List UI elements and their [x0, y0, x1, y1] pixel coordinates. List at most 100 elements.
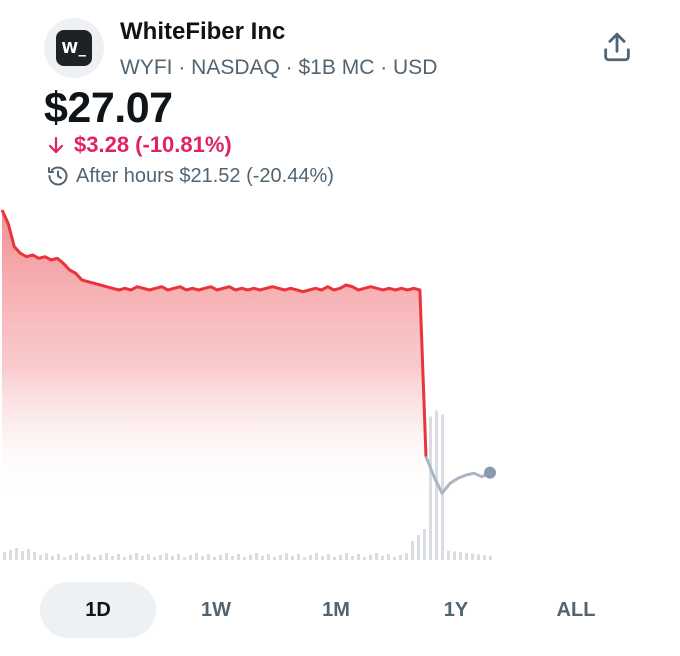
share-button[interactable]	[596, 26, 638, 68]
volume-bar	[87, 554, 90, 560]
volume-bar	[471, 553, 474, 560]
volume-bar	[327, 554, 330, 560]
volume-bar	[369, 555, 372, 560]
range-1y[interactable]: 1Y	[443, 598, 469, 621]
volume-bar	[201, 556, 204, 560]
volume-bar	[213, 557, 216, 560]
price-change-value: $3.28 (-10.81%)	[74, 132, 232, 157]
volume-bar	[273, 557, 276, 560]
volume-bar	[99, 555, 102, 560]
volume-bar	[21, 551, 24, 560]
volume-bar	[147, 554, 150, 560]
volume-bar	[351, 556, 354, 560]
volume-bar	[387, 554, 390, 560]
volume-bar	[225, 553, 228, 560]
current-price-dot	[484, 466, 496, 479]
volume-bar	[27, 549, 30, 560]
clock-history-icon	[48, 166, 68, 186]
volume-bar	[489, 555, 492, 560]
volume-bar	[135, 553, 138, 560]
volume-bar	[309, 555, 312, 560]
volume-bar	[285, 553, 288, 560]
volume-bar	[3, 552, 6, 560]
volume-bar	[459, 552, 462, 560]
range-1m[interactable]: 1M	[322, 598, 350, 621]
volume-bar	[105, 553, 108, 560]
price-line	[0, 209, 428, 457]
volume-bar	[45, 553, 48, 560]
volume-bar	[423, 529, 426, 560]
volume-bar	[219, 555, 222, 560]
volume-bar	[237, 554, 240, 560]
volume-bar	[117, 554, 120, 560]
volume-bar	[303, 557, 306, 560]
volume-bar	[63, 557, 66, 560]
volume-bar	[69, 555, 72, 560]
volume-bar	[141, 556, 144, 560]
volume-bar	[183, 557, 186, 560]
volume-bar	[39, 555, 42, 560]
volume-bar	[267, 554, 270, 560]
price-change: $3.28 (-10.81%)	[46, 132, 232, 158]
volume-bar	[243, 557, 246, 560]
ticker-meta: WYFI · NASDAQ · $1B MC · USD	[120, 56, 438, 79]
volume-bar	[477, 554, 480, 560]
stock-price: $27.07	[44, 84, 173, 132]
volume-bar	[483, 555, 486, 560]
volume-bar	[33, 552, 36, 560]
volume-bar	[321, 556, 324, 560]
volume-bar	[465, 552, 468, 560]
volume-bar	[177, 554, 180, 560]
range-1d[interactable]: 1D	[40, 582, 156, 638]
volume-bar	[159, 555, 162, 560]
price-chart	[0, 209, 496, 560]
volume-bar	[171, 556, 174, 560]
volume-bar	[453, 551, 456, 560]
volume-bar	[429, 416, 432, 560]
volume-bar	[51, 556, 54, 560]
volume-bar	[381, 556, 384, 560]
volume-bar	[375, 553, 378, 560]
range-1w[interactable]: 1W	[201, 598, 231, 621]
volume-bar	[93, 557, 96, 560]
company-logo: W_	[44, 18, 104, 78]
volume-bar	[57, 554, 60, 560]
volume-bar	[291, 556, 294, 560]
logo-mark: W_	[56, 30, 92, 66]
volume-bar	[405, 553, 408, 560]
volume-bar	[195, 553, 198, 560]
volume-bar	[165, 553, 168, 560]
volume-bar	[357, 554, 360, 560]
volume-bar	[81, 556, 84, 560]
volume-bar	[345, 553, 348, 560]
volume-bar	[9, 550, 12, 560]
range-selector: 1D 1W 1M 1Y ALL	[40, 582, 640, 638]
price-area	[2, 210, 426, 500]
volume-bar	[129, 555, 132, 560]
volume-bar	[411, 541, 414, 560]
after-hours-text: After hours $21.52 (-20.44%)	[76, 164, 334, 187]
volume-bar	[255, 553, 258, 560]
volume-bar	[207, 554, 210, 560]
share-icon	[604, 32, 630, 62]
volume-bar	[111, 556, 114, 560]
volume-bar	[153, 557, 156, 560]
volume-bar	[447, 550, 450, 560]
after-hours-line	[424, 456, 491, 495]
volume-bar	[441, 414, 444, 560]
volume-bar	[279, 555, 282, 560]
volume-bar	[393, 557, 396, 560]
volume-bar	[15, 548, 18, 560]
volume-bar	[231, 556, 234, 560]
volume-bar	[261, 556, 264, 560]
volume-bar	[333, 557, 336, 560]
company-name: WhiteFiber Inc	[120, 18, 286, 45]
volume-bar	[249, 555, 252, 560]
volume-bar	[399, 555, 402, 560]
range-all[interactable]: ALL	[556, 598, 596, 621]
volume-bar	[363, 557, 366, 560]
volume-bar	[417, 535, 420, 560]
volume-bar	[189, 555, 192, 560]
arrow-down-icon	[48, 136, 64, 154]
volume-bar	[123, 557, 126, 560]
